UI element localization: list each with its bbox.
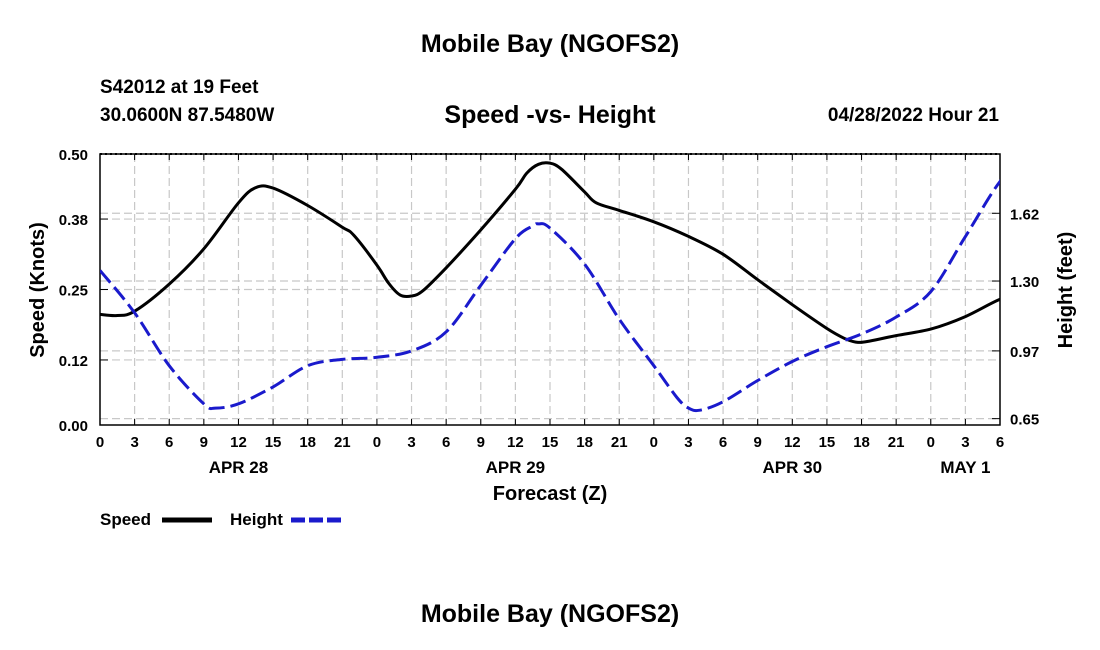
series-line-height [100, 179, 1000, 413]
speed-height-chart: 0 3 6 9 12 15 18 21 0 3 6 9 12 15 18 21 0 3 6 9 12 15 18 21 0 3 60… [27, 147, 1077, 529]
y-tick-label-left: 0.25 [59, 283, 88, 300]
legend-height-label: Height [230, 510, 283, 529]
axes: 0 3 6 9 12 15 18 21 0 3 6 9 12 15 18 21 0 3 6 9 12 15 18 21 0 3 60… [59, 147, 1039, 477]
y-tick-label-left: 0.38 [59, 212, 88, 229]
y-tick-label-right: 1.30 [1010, 274, 1039, 291]
x-tick-label: 0 [927, 434, 935, 451]
x-tick-label: 3 [961, 434, 969, 451]
x-tick-label: 0 [373, 434, 381, 451]
x-tick-label: 6 [165, 434, 173, 451]
date-label: APR 30 [763, 458, 823, 477]
series-layer [100, 161, 1000, 413]
x-tick-label: 0 [650, 434, 658, 451]
x-tick-label: 15 [265, 434, 282, 451]
legend-speed-label: Speed [100, 510, 151, 529]
x-tick-label: 12 [507, 434, 524, 451]
y-tick-label-left: 0.00 [59, 418, 88, 435]
x-tick-label: 6 [442, 434, 450, 451]
x-tick-label: 18 [576, 434, 593, 451]
x-tick-label: 6 [719, 434, 727, 451]
x-tick-label: 21 [888, 434, 905, 451]
x-tick-label: 3 [684, 434, 692, 451]
x-tick-label: 12 [784, 434, 801, 451]
legend: Speed Height [100, 510, 341, 529]
y-tick-label-right: 1.62 [1010, 206, 1039, 223]
y-tick-label-right: 0.97 [1010, 344, 1039, 361]
x-tick-label: 0 [96, 434, 104, 451]
chart-subtitle: Speed -vs- Height [444, 101, 656, 129]
x-tick-label: 3 [130, 434, 138, 451]
station-label: S42012 at 19 Feet [100, 77, 259, 98]
footer-title: Mobile Bay (NGOFS2) [420, 600, 680, 628]
x-tick-label: 3 [407, 434, 415, 451]
x-tick-label: 15 [542, 434, 559, 451]
date-label: APR 28 [209, 458, 269, 477]
y-axis-right-label: Height (feet) [1055, 232, 1077, 349]
x-tick-label: 21 [334, 434, 351, 451]
x-tick-label: 18 [299, 434, 316, 451]
x-axis-label: Forecast (Z) [493, 483, 607, 505]
forecast-datetime: 04/28/2022 Hour 21 [827, 105, 999, 126]
page-title: Mobile Bay (NGOFS2) [420, 30, 680, 58]
date-label: APR 29 [486, 458, 546, 477]
x-tick-label: 18 [853, 434, 870, 451]
x-tick-label: 9 [754, 434, 762, 451]
x-tick-label: 9 [200, 434, 208, 451]
x-tick-label: 21 [611, 434, 628, 451]
x-tick-label: 6 [996, 434, 1004, 451]
y-tick-label-left: 0.50 [59, 147, 88, 164]
y-tick-label-left: 0.12 [59, 353, 88, 370]
x-tick-label: 9 [477, 434, 485, 451]
x-tick-label: 12 [230, 434, 247, 451]
y-tick-label-right: 0.65 [1010, 412, 1039, 429]
y-axis-left-label: Speed (Knots) [27, 222, 49, 358]
station-coordinates: 30.0600N 87.5480W [100, 105, 275, 126]
date-label: MAY 1 [940, 458, 990, 477]
series-line-speed [100, 161, 1000, 344]
x-tick-label: 15 [819, 434, 836, 451]
grid [100, 154, 1000, 425]
